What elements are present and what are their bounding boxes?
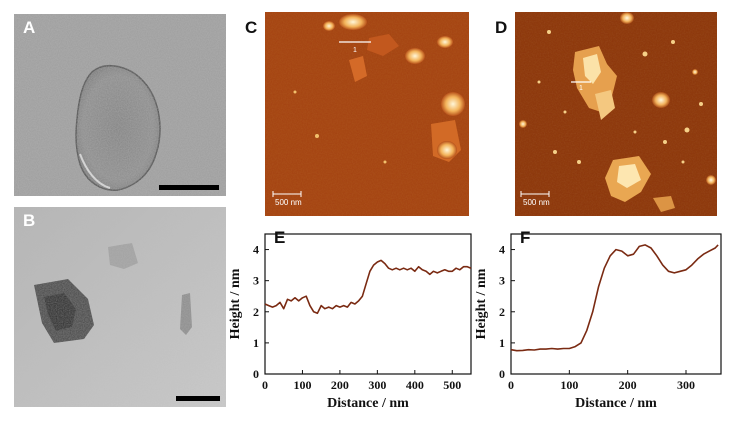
panel-letter-d: D	[495, 18, 508, 37]
height-profile-line	[510, 244, 719, 352]
x-tick-label: 100	[560, 378, 578, 392]
plot-frame	[510, 233, 722, 375]
tem-image-a-graphic	[14, 14, 226, 196]
panel-a: A	[14, 14, 226, 196]
y-tick-label: 0	[253, 367, 259, 381]
x-tick-label: 300	[368, 378, 386, 392]
y-tick-label: 3	[253, 274, 259, 288]
afm-image-c-graphic: 1	[265, 12, 469, 216]
x-tick-label: 400	[406, 378, 424, 392]
y-tick-label: 1	[253, 336, 259, 350]
panel-c: C	[245, 12, 469, 216]
y-tick-label: 1	[499, 336, 505, 350]
afm-image-d-graphic: 1	[515, 12, 717, 216]
panel-letter-b: B	[23, 211, 36, 230]
y-tick-label: 2	[499, 305, 505, 319]
x-tick-label: 500	[443, 378, 461, 392]
afm-c-scale-label: 500 nm	[275, 198, 302, 207]
height-profile-chart-e: 0 100 200 300 400 500 0 1 2 3 4 Distance / nm Height…	[228, 233, 472, 411]
y-tick-label: 2	[253, 305, 259, 319]
x-tick-label: 100	[293, 378, 311, 392]
afm-c-line-marker: 1	[353, 47, 357, 54]
panel-letter-c: C	[245, 18, 258, 37]
x-axis-label: Distance / nm	[327, 396, 409, 411]
tem-image-b	[14, 207, 226, 407]
x-axis-label: Distance / nm	[575, 396, 657, 411]
afm-image-c: 1 500 nm	[265, 12, 469, 216]
y-axis-label: Height / nm	[474, 268, 489, 339]
x-tick-label: 200	[331, 378, 349, 392]
height-profile-chart-f: 0 100 200 300 0 1 2 3 4 Distance / nm Height / nm	[474, 233, 722, 411]
panel-b: B	[14, 207, 226, 407]
panel-e: 0 100 200 300 400 500 0 1 2 3 4 Distance / nm Height…	[228, 222, 474, 418]
afm-d-scale-label: 500 nm	[523, 198, 550, 207]
x-tick-label: 300	[677, 378, 695, 392]
panel-letter-a: A	[23, 18, 36, 37]
y-tick-label: 3	[499, 274, 505, 288]
tem-image-b-graphic	[14, 207, 226, 407]
tem-image-a	[14, 14, 226, 196]
y-tick-label: 4	[499, 243, 505, 257]
x-tick-label: 0	[262, 378, 268, 392]
y-tick-label: 4	[253, 243, 259, 257]
height-profile-line	[264, 259, 472, 315]
panel-letter-f: F	[520, 228, 531, 247]
afm-d-line-marker: 1	[579, 85, 583, 92]
y-tick-label: 0	[499, 367, 505, 381]
panel-d: D	[495, 12, 717, 216]
plot-frame	[264, 233, 472, 375]
x-tick-label: 0	[508, 378, 514, 392]
x-tick-label: 200	[619, 378, 637, 392]
panel-f: 0 100 200 300 0 1 2 3 4 Distance / nm Height / nm …	[474, 222, 726, 418]
y-axis-label: Height / nm	[228, 268, 243, 339]
panel-letter-e: E	[274, 228, 286, 247]
afm-image-d: 1 500 nm	[515, 12, 717, 216]
